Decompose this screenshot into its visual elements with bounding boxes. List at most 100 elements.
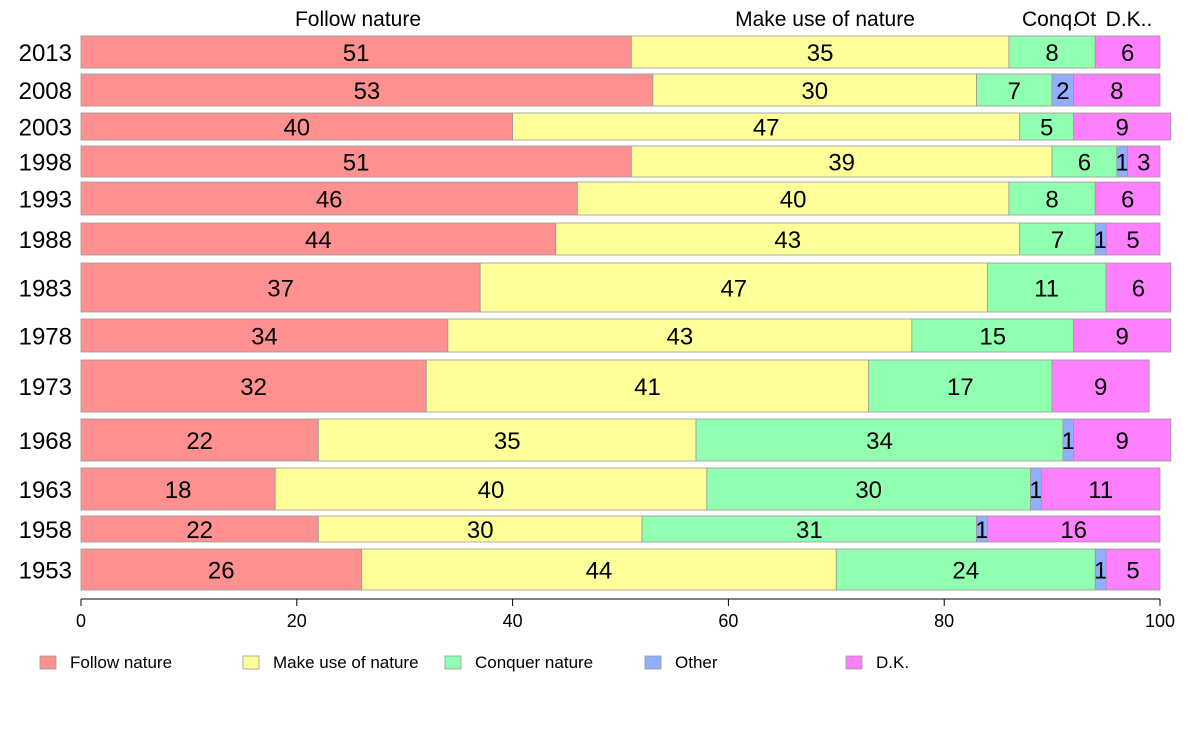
bar-segment-conquer-nature [695,418,1064,462]
y-tick-label: 1993 [19,187,72,214]
bar-segment-follow-nature [80,548,362,591]
legend-swatch [845,655,863,670]
data-label: 8 [1045,187,1058,214]
data-label: 11 [1088,477,1113,504]
top-series-label: D.K.. [1106,8,1153,31]
y-tick-label: 1988 [19,227,72,254]
data-label: 18 [165,477,192,504]
bar-segment-follow-nature [80,318,449,353]
top-series-label: Conq. [1022,8,1078,31]
data-label: 41 [634,374,661,401]
bar-segment-make-use-of-nature [317,418,697,462]
data-label: 5 [1126,227,1139,254]
data-label: 7 [1051,227,1064,254]
data-label: 43 [774,227,801,254]
data-label: 8 [1110,78,1123,105]
legend-item-follow-nature: Follow nature [39,653,172,672]
data-label: 9 [1116,428,1129,455]
data-label: 2 [1056,78,1069,105]
x-tick-label: 60 [718,611,738,631]
legend-item-d-k-: D.K. [845,653,909,672]
bar-segment-conquer-nature [1008,181,1096,216]
bar-row-2003: 40 47 5 9 [80,112,1172,142]
bar-segment-d-k- [1040,467,1161,511]
bar-segment-conquer-nature [1051,145,1118,178]
bar-segment-make-use-of-nature [630,145,1053,178]
data-label: 6 [1121,40,1134,67]
data-label: 22 [186,428,213,455]
data-label: 35 [494,428,521,455]
bar-segment-d-k- [1073,112,1172,141]
data-label: 51 [343,40,370,67]
x-tick-label: 20 [287,611,307,631]
data-label: 39 [828,150,855,177]
bar-segment-make-use-of-nature [274,467,708,511]
bar-segment-make-use-of-nature [317,515,643,543]
data-label: 44 [305,227,332,254]
bar-segment-conquer-nature [706,467,1031,511]
bars: 51 35 8 653 30 7 2 840 47 5 951 39 6 1 346 40 8 644 43 7 1 53… [80,35,1172,591]
data-label: 40 [478,477,505,504]
data-label: 1 [1062,428,1075,455]
bar-segment-d-k- [1094,181,1161,216]
bar-segment-follow-nature [80,112,514,141]
data-label: 8 [1045,40,1058,67]
legend: Follow nature Make use of nature Conquer n… [39,653,909,672]
y-tick-label: 1953 [19,558,72,585]
data-label: 34 [866,428,893,455]
data-label: 1 [1116,150,1129,177]
top-series-label: Follow nature [295,8,421,31]
data-label: 9 [1116,324,1129,351]
bar-segment-follow-nature [80,73,654,107]
data-label: 6 [1121,187,1134,214]
legend-label: Other [675,653,718,672]
data-label: 37 [267,276,294,303]
data-label: 53 [354,78,381,105]
legend-label: Conquer nature [475,653,593,672]
bar-segment-d-k- [1127,145,1161,178]
bar-row-1978: 34 43 15 9 [80,318,1172,353]
data-label: 30 [467,517,494,544]
bar-row-2008: 53 30 7 2 8 [80,73,1161,107]
top-series-label: Make use of nature [735,8,915,31]
bar-segment-make-use-of-nature [576,181,1010,216]
data-label: 9 [1094,374,1107,401]
data-label: 7 [1008,78,1021,105]
y-tick-label: 2003 [19,115,72,142]
x-axis: 0 20 40 60 80 100 [76,598,1175,631]
data-label: 15 [979,324,1006,351]
bar-segment-follow-nature [80,515,319,543]
y-tick-label: 1968 [19,428,72,455]
bar-segment-d-k- [1073,418,1172,462]
bar-row-1963: 18 40 30 1 11 [80,467,1161,511]
x-tick-label: 40 [503,611,523,631]
legend-label: D.K. [876,653,909,672]
bar-row-1993: 46 40 8 6 [80,181,1161,216]
bar-segment-follow-nature [80,181,578,216]
bar-segment-conquer-nature [1008,35,1096,69]
data-label: 40 [780,187,807,214]
legend-item-other: Other [644,653,718,672]
data-label: 31 [796,517,823,544]
bar-segment-make-use-of-nature [652,73,977,107]
year-labels: 2013 2008 2003 1998 1993 1988 1983 1978 1973 1968… [19,40,72,585]
bar-segment-follow-nature [80,35,632,69]
bar-segment-conquer-nature [641,515,977,543]
y-tick-label: 2008 [19,78,72,105]
bar-segment-follow-nature [80,262,481,313]
data-label: 24 [952,558,979,585]
data-label: 40 [283,115,310,142]
bar-row-2013: 51 35 8 6 [80,35,1161,69]
data-label: 30 [801,78,828,105]
data-label: 1 [1094,227,1107,254]
bar-segment-follow-nature [80,467,276,511]
y-tick-label: 2013 [19,40,72,67]
bar-segment-make-use-of-nature [555,222,1021,256]
y-tick-label: 1958 [19,517,72,544]
bar-row-1968: 22 35 34 1 9 [80,418,1172,462]
bar-segment-make-use-of-nature [425,359,870,413]
data-label: 3 [1137,150,1150,177]
bar-segment-d-k- [986,515,1161,543]
data-label: 5 [1126,558,1139,585]
legend-label: Make use of nature [273,653,419,672]
